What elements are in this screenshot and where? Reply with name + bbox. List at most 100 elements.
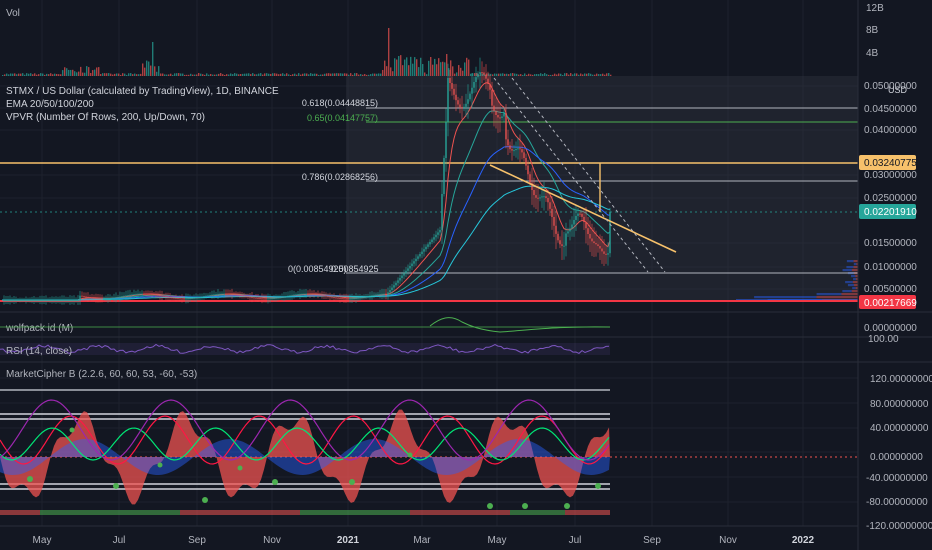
volume-bar (248, 73, 250, 76)
volume-bar (608, 73, 610, 76)
volume-bar (346, 73, 348, 76)
candle-body (109, 298, 111, 300)
candle-body (387, 292, 389, 295)
candle-body (591, 238, 593, 242)
price-axis-label: 0.04000000 (864, 125, 917, 136)
volume-bar (206, 73, 208, 76)
candle-body (297, 293, 299, 295)
candle-body (413, 261, 415, 264)
price-axis-label: 0.02500000 (864, 193, 917, 204)
volume-bar (114, 73, 116, 76)
candle-body (417, 256, 419, 259)
volume-bar (596, 73, 598, 76)
volume-bar (182, 73, 184, 76)
volume-bar (146, 60, 148, 76)
volume-bar (584, 73, 586, 76)
candle-body (325, 295, 327, 297)
volume-bar (34, 73, 36, 76)
candle-body (453, 88, 455, 95)
vpvr-row (853, 278, 857, 281)
descending-channel-lower[interactable] (493, 77, 649, 273)
candle-body (293, 294, 295, 296)
volume-bar (358, 74, 360, 76)
candle-body (383, 293, 385, 295)
candle-body (577, 213, 579, 216)
cipher-axis-label: -120.00000000 (866, 521, 932, 532)
cipher-zero-tag (859, 449, 919, 463)
ema-legend[interactable]: EMA 20/50/100/200 (6, 99, 94, 110)
candle-body (181, 298, 183, 300)
vpvr-legend[interactable]: VPVR (Number Of Rows, 200, Up/Down, 70) (6, 112, 205, 123)
candle-body (97, 298, 99, 300)
candle-body (363, 296, 365, 298)
volume-bar (548, 74, 550, 76)
volume-bar (276, 73, 278, 76)
wolfpack-legend[interactable]: wolfpack id (M) (5, 323, 73, 334)
rsi-band (0, 343, 610, 355)
volume-bar (568, 74, 570, 76)
candle-body (223, 293, 225, 295)
candle-body (237, 294, 239, 296)
signal-dot (157, 462, 163, 468)
candle-body (523, 152, 525, 158)
candle-body (15, 300, 17, 301)
candle-body (229, 293, 231, 295)
candle-body (485, 74, 487, 79)
candle-body (579, 213, 581, 215)
volume-bar (148, 61, 150, 76)
volume-bar (504, 73, 506, 76)
candle-body (497, 115, 499, 118)
candle-body (321, 294, 323, 296)
rsi-legend[interactable]: RSI (14, close) (6, 346, 72, 357)
candle-body (373, 294, 375, 296)
volume-bar (606, 73, 608, 76)
volume-bar (478, 74, 480, 76)
volume-bar (334, 73, 336, 76)
volume-bar (214, 74, 216, 76)
candle-body (599, 246, 601, 249)
candle-body (405, 270, 407, 274)
candle-body (21, 300, 23, 301)
volume-bar (342, 73, 344, 76)
volume-bar (66, 68, 68, 76)
volume-bar (286, 73, 288, 76)
volume-bar (600, 74, 602, 76)
candle-body (569, 228, 571, 232)
candle-body (421, 251, 423, 254)
candle-body (235, 294, 237, 296)
candle-body (429, 242, 431, 245)
volume-bar (360, 74, 362, 76)
buy-signal-dot (272, 479, 278, 485)
symbol-title[interactable]: STMX / US Dollar (calculated by TradingV… (6, 86, 279, 97)
candle-body (145, 293, 147, 295)
volume-bar (532, 74, 534, 76)
volume-bar (560, 73, 562, 76)
candle-body (37, 300, 39, 301)
volume-bar (68, 69, 70, 76)
volume-bar (414, 57, 416, 76)
volume-bar (338, 73, 340, 76)
candle-body (105, 298, 107, 300)
descending-channel-upper[interactable] (511, 77, 666, 273)
candle-body (601, 248, 603, 252)
candle-body (281, 296, 283, 298)
volume-bar (552, 74, 554, 76)
candle-body (475, 77, 477, 83)
volume-bar (210, 73, 212, 76)
price-axis-label: 0.04500000 (864, 104, 917, 115)
candle-body (81, 295, 83, 297)
bias-segment (180, 510, 300, 515)
vpvr-row (842, 290, 852, 293)
volume-bar (134, 73, 136, 76)
volume-bar (326, 73, 328, 76)
trendline[interactable] (489, 164, 677, 253)
volume-bar (232, 74, 234, 76)
resistance-price-tag (859, 155, 916, 170)
price-axis-label: 0.01000000 (864, 262, 917, 273)
volume-bar (428, 60, 430, 76)
candle-body (529, 174, 531, 183)
volume-bar (500, 73, 502, 76)
cipher-legend[interactable]: MarketCipher B (2.2.6, 60, 60, 53, -60, … (6, 369, 197, 380)
volume-bar (394, 58, 396, 76)
